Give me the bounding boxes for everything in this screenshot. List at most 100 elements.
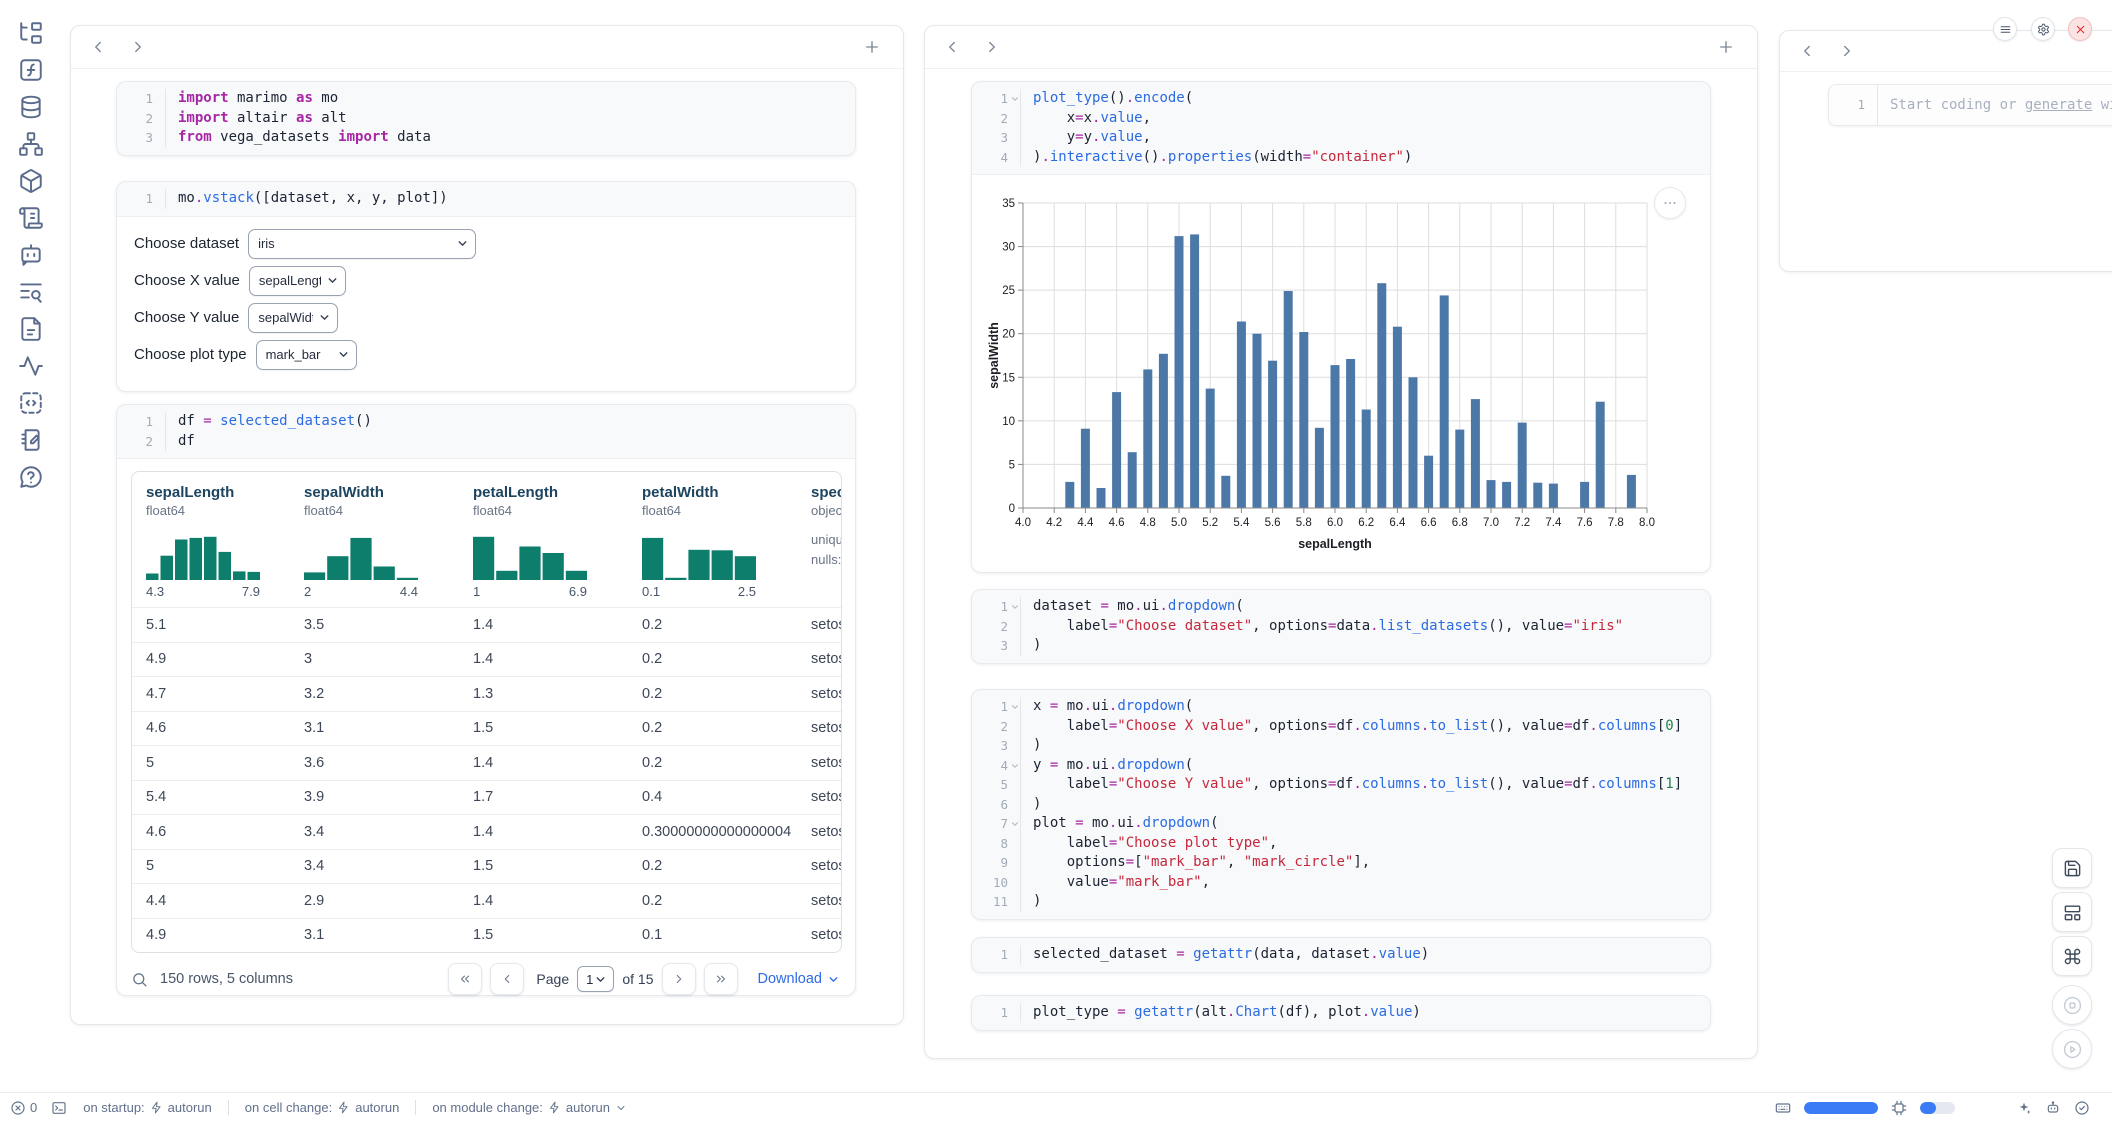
code-line[interactable]: 2 x=x.value, [972, 109, 1710, 129]
code-line[interactable]: 2 label="Choose X value", options=df.col… [972, 717, 1710, 737]
cell-dataframe[interactable]: 1df = selected_dataset()2df sepalLengthf… [116, 404, 856, 996]
file-tree-icon[interactable] [18, 20, 44, 46]
code-line[interactable]: 3) [972, 736, 1710, 756]
cell-vstack[interactable]: 1mo.vstack([dataset, x, y, plot]) Choose… [116, 181, 856, 392]
cell-dataset-dropdown[interactable]: 1dataset = mo.ui.dropdown(2 label="Choos… [971, 589, 1711, 664]
code-line[interactable]: 2import altair as alt [117, 109, 855, 129]
table-row[interactable]: 4.63.41.40.30000000000000004setosa [132, 814, 841, 849]
terminal-icon[interactable] [51, 1100, 67, 1116]
settings-button[interactable] [2031, 17, 2055, 41]
layout-toggle-button[interactable] [2052, 892, 2092, 932]
altair-chart[interactable]: 4.04.24.44.64.85.05.25.45.65.86.06.26.46… [987, 183, 1710, 562]
logs-icon[interactable] [18, 205, 44, 231]
code-line[interactable]: 3from vega_datasets import data [117, 128, 855, 148]
code-line[interactable]: 5 label="Choose Y value", options=df.col… [972, 775, 1710, 795]
code-placeholder[interactable]: Start coding or generate with AI [1877, 85, 2112, 125]
x-value-dropdown[interactable]: sepalLength [249, 266, 346, 296]
bot-icon[interactable] [2045, 1100, 2061, 1116]
code-line[interactable]: 3) [972, 636, 1710, 656]
package-icon[interactable] [18, 168, 44, 194]
table-row[interactable]: 4.42.91.40.2setosa [132, 883, 841, 918]
add-cell-button[interactable] [1717, 38, 1735, 56]
plot-type-dropdown[interactable]: mark_bar [256, 340, 357, 370]
code-line[interactable]: 1import marimo as mo [117, 89, 855, 109]
on-startup-setting[interactable]: on startup: autorun [83, 1100, 212, 1115]
code-editor[interactable]: 1plot_type().encode(2 x=x.value,3 y=y.va… [972, 82, 1710, 175]
keyboard-shortcuts-icon[interactable] [1775, 1100, 1791, 1116]
cell-imports[interactable]: 1import marimo as mo2import altair as al… [116, 81, 856, 156]
column-header[interactable]: speciesobjectunique:nulls: [797, 484, 842, 599]
code-line[interactable]: 7plot = mo.ui.dropdown( [972, 814, 1710, 834]
column-scroll-left-button[interactable] [1798, 42, 1816, 60]
y-value-dropdown[interactable]: sepalWidth [248, 303, 338, 333]
code-line[interactable]: 1df = selected_dataset() [117, 412, 855, 432]
dataset-dropdown[interactable]: iris [248, 229, 476, 259]
table-row[interactable]: 53.41.50.2setosa [132, 849, 841, 884]
run-all-button[interactable] [2052, 1029, 2092, 1069]
scratchpad-icon[interactable] [18, 427, 44, 453]
column-header[interactable]: sepalLengthfloat644.37.9 [132, 484, 290, 599]
code-editor[interactable]: 1import marimo as mo2import altair as al… [117, 82, 855, 155]
chart-actions-button[interactable] [1654, 187, 1686, 219]
stop-button[interactable] [2052, 985, 2092, 1025]
on-cell-change-setting[interactable]: on cell change: autorun [245, 1100, 400, 1115]
code-editor[interactable]: 1x = mo.ui.dropdown(2 label="Choose X va… [972, 690, 1710, 919]
code-line[interactable]: 2df [117, 432, 855, 452]
first-page-button[interactable] [448, 963, 482, 995]
search-icon[interactable] [131, 971, 148, 988]
code-line[interactable]: 1selected_dataset = getattr(data, datase… [972, 945, 1710, 965]
documentation-icon[interactable] [18, 316, 44, 342]
column-header[interactable]: petalLengthfloat6416.9 [459, 484, 628, 599]
help-icon[interactable] [18, 464, 44, 490]
code-editor[interactable]: 1mo.vstack([dataset, x, y, plot]) [117, 182, 855, 217]
command-palette-button[interactable] [2052, 936, 2092, 976]
table-row[interactable]: 53.61.40.2setosa [132, 745, 841, 780]
download-button[interactable]: Download [758, 971, 841, 987]
code-editor[interactable]: 1df = selected_dataset()2df [117, 405, 855, 459]
save-button[interactable] [2052, 848, 2092, 888]
column-header[interactable]: petalWidthfloat640.12.5 [628, 484, 797, 599]
functions-icon[interactable] [18, 57, 44, 83]
code-line[interactable]: 9 options=["mark_bar", "mark_circle"], [972, 853, 1710, 873]
connection-status-icon[interactable] [2074, 1100, 2090, 1116]
code-line[interactable]: 1mo.vstack([dataset, x, y, plot]) [117, 189, 855, 209]
column-scroll-right-button[interactable] [1838, 42, 1856, 60]
dependency-graph-icon[interactable] [18, 131, 44, 157]
code-line[interactable]: 1plot_type = getattr(alt.Chart(df), plot… [972, 1003, 1710, 1023]
code-line[interactable]: 8 label="Choose plot type", [972, 834, 1710, 854]
table-row[interactable]: 4.931.40.2setosa [132, 642, 841, 677]
add-cell-button[interactable] [863, 38, 881, 56]
code-line[interactable]: 1x = mo.ui.dropdown( [972, 697, 1710, 717]
table-row[interactable]: 5.43.91.70.4setosa [132, 780, 841, 815]
column-scroll-left-button[interactable] [89, 38, 107, 56]
snippets-icon[interactable] [18, 390, 44, 416]
code-line[interactable]: 2 label="Choose dataset", options=data.l… [972, 617, 1710, 637]
table-row[interactable]: 4.73.21.30.2setosa [132, 676, 841, 711]
code-line[interactable]: 1dataset = mo.ui.dropdown( [972, 597, 1710, 617]
next-page-button[interactable] [662, 963, 696, 995]
table-row[interactable]: 5.13.51.40.2setosa [132, 607, 841, 642]
code-line[interactable]: 4y = mo.ui.dropdown( [972, 756, 1710, 776]
database-icon[interactable] [18, 94, 44, 120]
table-row[interactable]: 4.93.11.50.1setosa [132, 918, 841, 953]
table-row[interactable]: 4.63.11.50.2setosa [132, 711, 841, 746]
ai-sparkles-icon[interactable] [2016, 1100, 2032, 1116]
outline-search-icon[interactable] [18, 279, 44, 305]
cell-plot-type[interactable]: 1plot_type = getattr(alt.Chart(df), plot… [971, 995, 1711, 1031]
on-module-change-setting[interactable]: on module change: autorun [432, 1100, 627, 1115]
menu-button[interactable] [1993, 17, 2017, 41]
code-editor[interactable]: 1selected_dataset = getattr(data, datase… [972, 938, 1710, 972]
code-line[interactable]: 1plot_type().encode( [972, 89, 1710, 109]
shutdown-button[interactable] [2068, 17, 2092, 41]
code-editor[interactable]: 1plot_type = getattr(alt.Chart(df), plot… [972, 996, 1710, 1030]
activity-icon[interactable] [18, 353, 44, 379]
code-line[interactable]: 4).interactive().properties(width="conta… [972, 148, 1710, 168]
code-line[interactable]: 11) [972, 892, 1710, 912]
cell-selected-dataset[interactable]: 1selected_dataset = getattr(data, datase… [971, 937, 1711, 973]
cell-xyplot-dropdowns[interactable]: 1x = mo.ui.dropdown(2 label="Choose X va… [971, 689, 1711, 920]
last-page-button[interactable] [704, 963, 738, 995]
column-scroll-right-button[interactable] [129, 38, 147, 56]
code-line[interactable]: 6) [972, 795, 1710, 815]
page-select[interactable]: 1 [577, 966, 614, 992]
errors-icon[interactable] [10, 1100, 26, 1116]
